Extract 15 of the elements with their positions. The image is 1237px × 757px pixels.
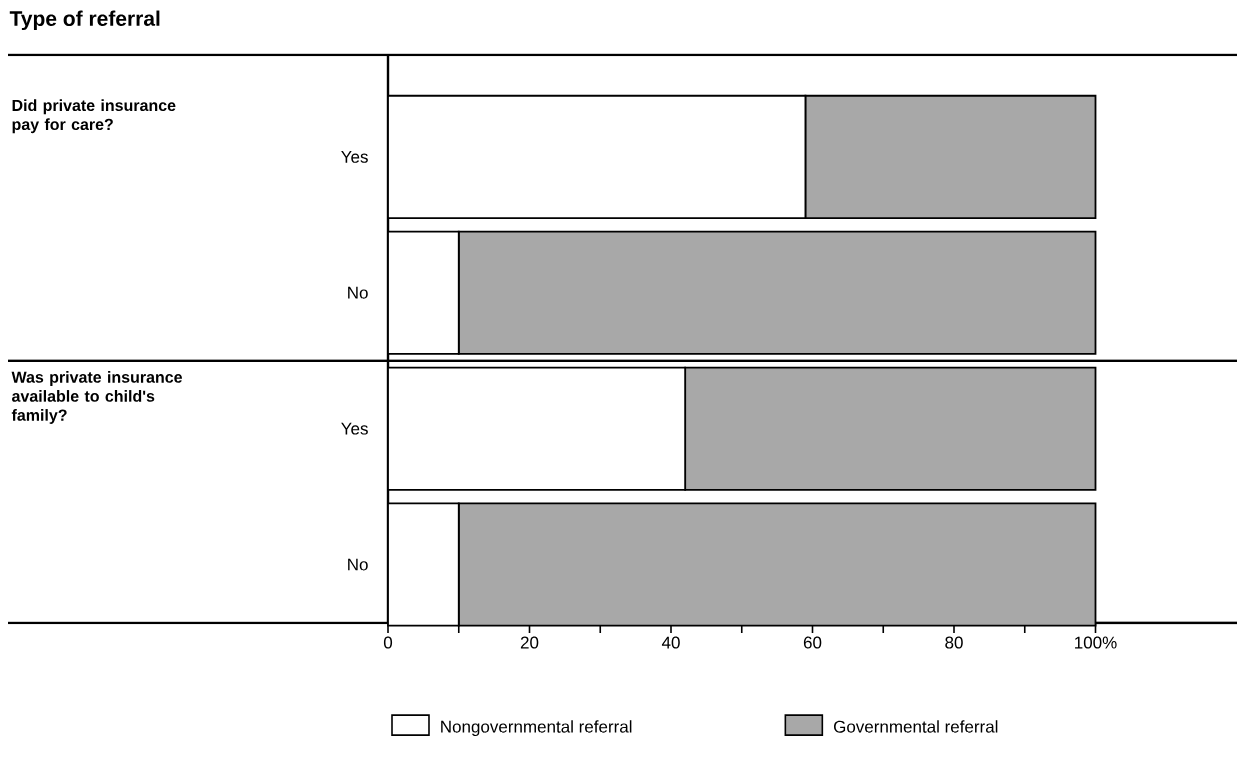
x-tick-label: 40 xyxy=(661,636,680,649)
y-tick-label: No xyxy=(348,286,368,299)
text: Type of referral xyxy=(9,10,160,31)
legend-label: Nongovernmental referral xyxy=(441,720,632,737)
x-tick-label: 100% xyxy=(1075,636,1117,649)
text: Was private insurance available to child's family? xyxy=(11,371,182,424)
legend-label: Governmental referral xyxy=(834,720,998,733)
x-tick-label: 80 xyxy=(945,636,963,649)
y-tick-label: Yes xyxy=(341,150,368,163)
y-tick-label: Yes xyxy=(341,422,368,435)
text: Did private insurance pay for care? xyxy=(12,99,176,134)
x-tick-label: 0 xyxy=(383,636,393,649)
y-tick-label: No xyxy=(348,558,368,571)
x-tick-label: 60 xyxy=(803,636,822,649)
x-tick-label: 20 xyxy=(520,636,539,649)
